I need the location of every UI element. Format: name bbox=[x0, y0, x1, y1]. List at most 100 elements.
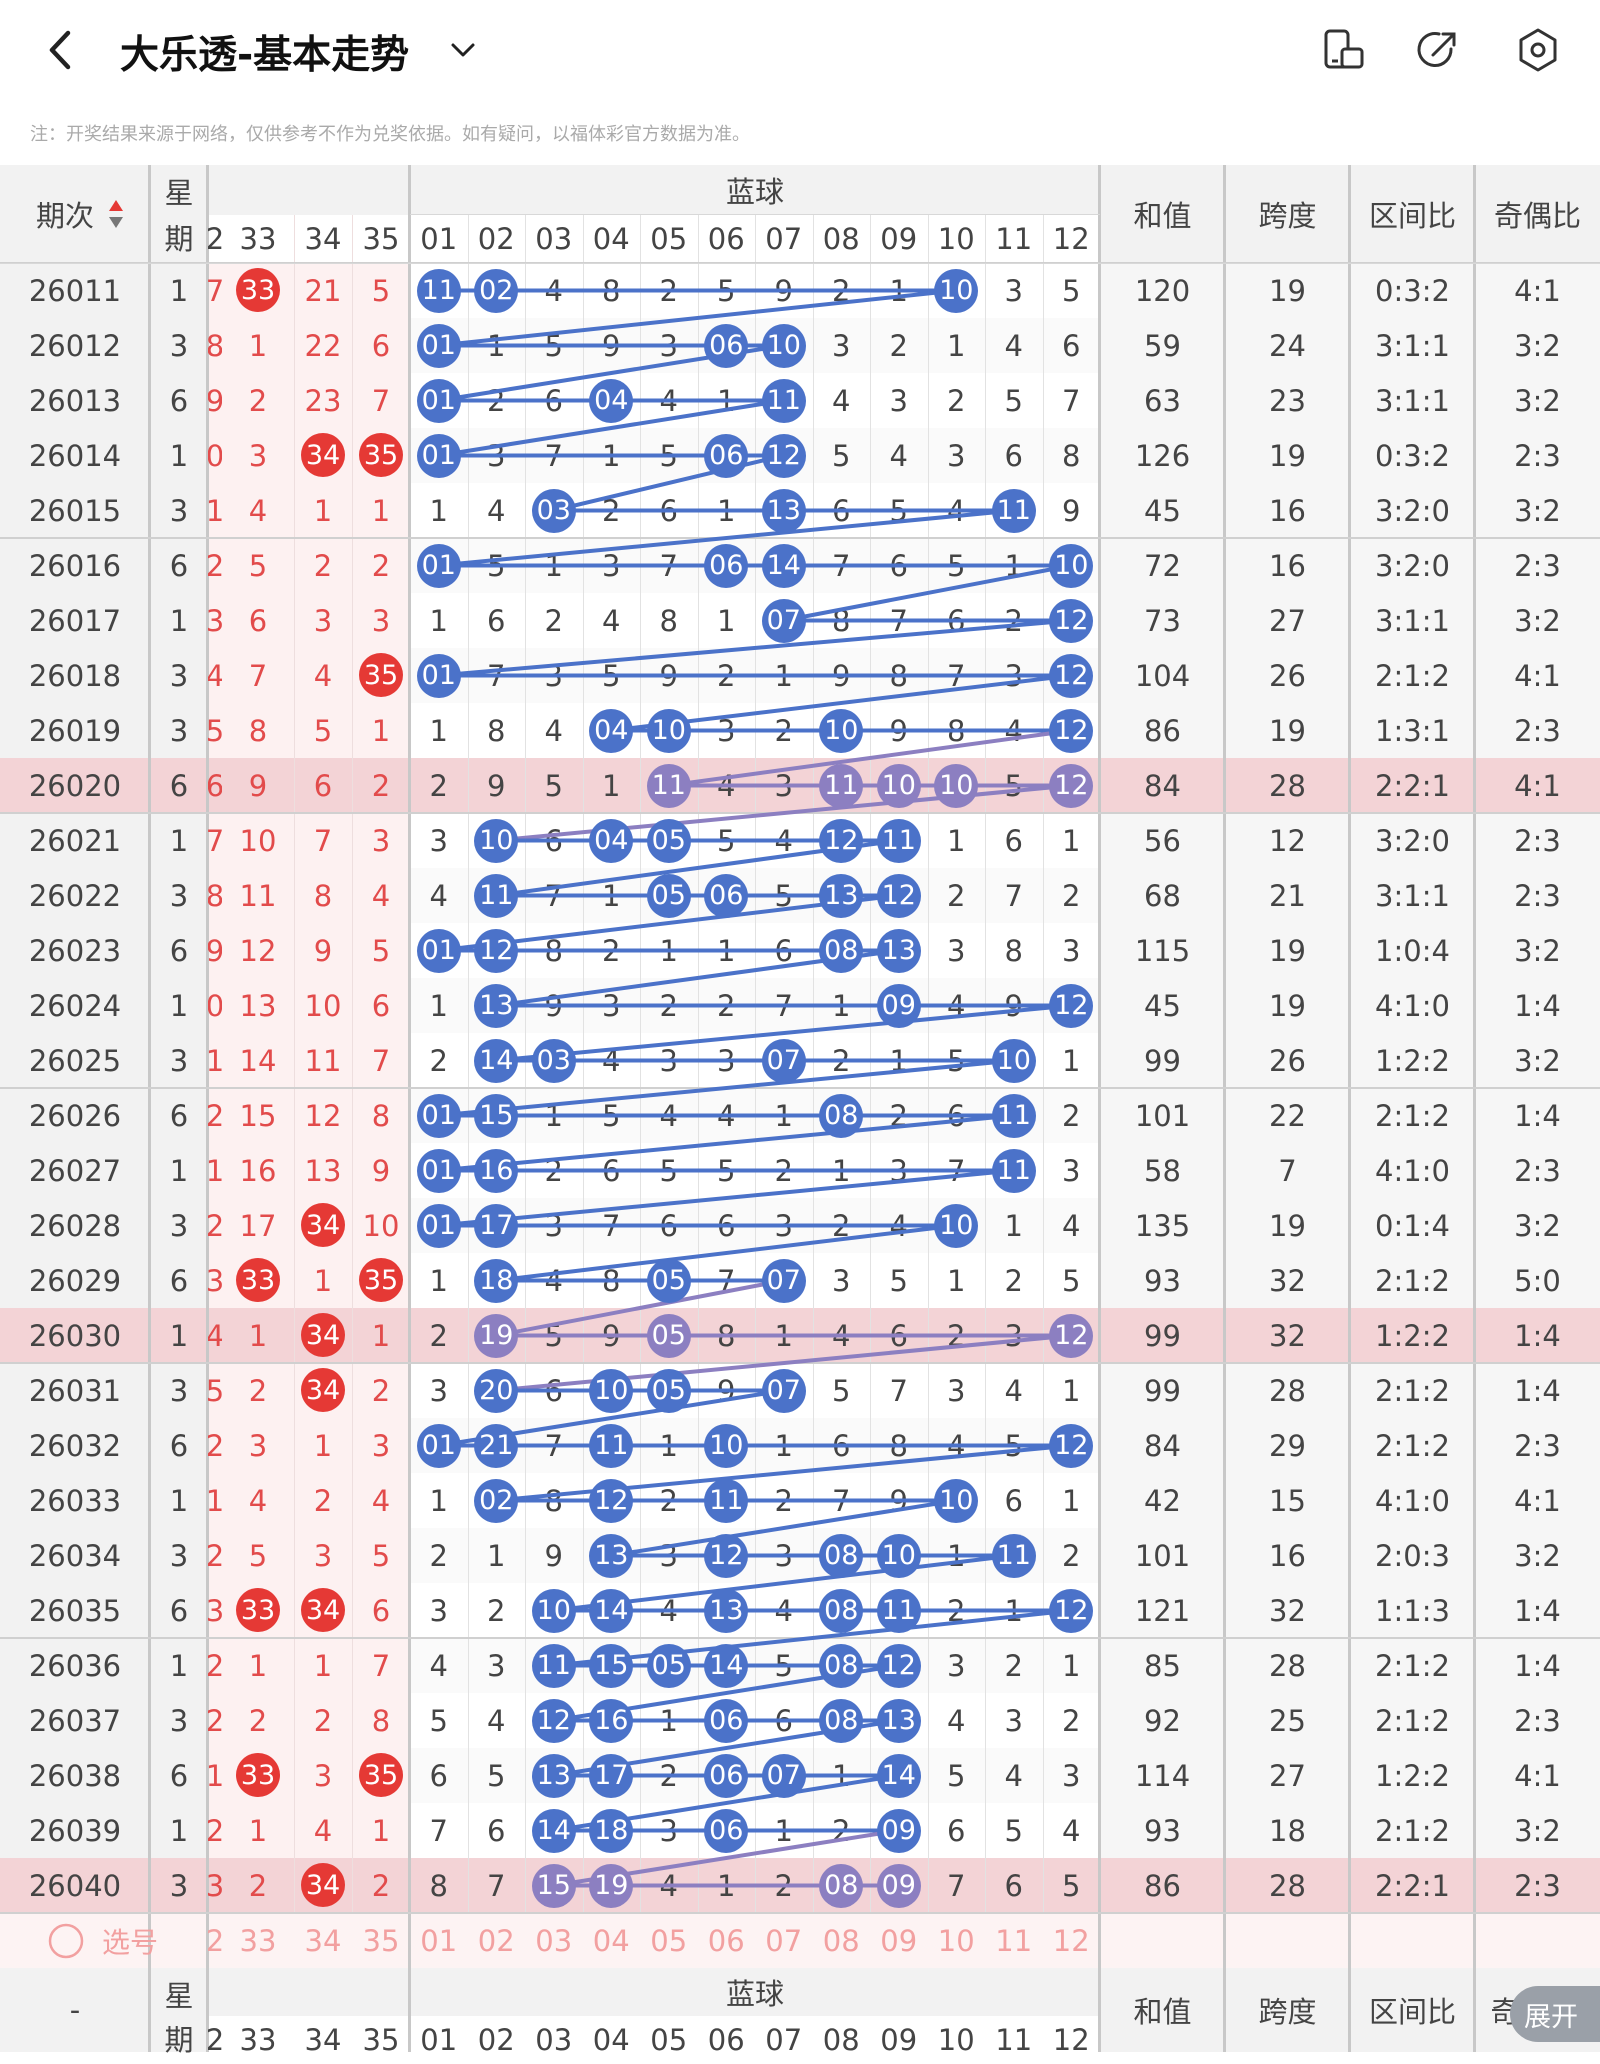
selector-blue-number[interactable]: 04 bbox=[592, 1923, 630, 1958]
selector-blue-number[interactable]: 08 bbox=[822, 1923, 860, 1958]
selector-blue-number[interactable]: 03 bbox=[535, 1923, 573, 1958]
selector-blue-number[interactable]: 09 bbox=[880, 1923, 918, 1958]
blue-miss-cell: 3 bbox=[429, 1373, 448, 1408]
blue-ball: 10 bbox=[876, 1533, 921, 1578]
zone-ratio-cell: 2:1:2 bbox=[1375, 658, 1450, 693]
zone-ratio-cell: 2:1:2 bbox=[1375, 1098, 1450, 1133]
blue-col-line bbox=[467, 215, 469, 1913]
odd-even-cell: 3:2 bbox=[1514, 1043, 1561, 1078]
blue-ball: 09 bbox=[876, 983, 921, 1028]
selector-red-partial[interactable]: 2 bbox=[208, 1923, 222, 1958]
selector-label[interactable]: 选号 bbox=[101, 1925, 158, 1959]
selector-blue-number[interactable]: 12 bbox=[1052, 1923, 1090, 1958]
selector-red-number[interactable]: 33 bbox=[239, 1923, 277, 1958]
row-left-bg bbox=[0, 1528, 208, 1583]
sum-cell: 73 bbox=[1144, 603, 1181, 638]
sum-cell: 45 bbox=[1144, 493, 1181, 528]
blue-miss-cell: 1 bbox=[1062, 1043, 1081, 1078]
blue-miss-cell: 3 bbox=[1004, 1703, 1023, 1738]
selector-red-number[interactable]: 34 bbox=[304, 1923, 342, 1958]
blue-ball: 05 bbox=[646, 1368, 691, 1413]
trend-line-segment bbox=[438, 1113, 1014, 1173]
red-miss-cell: 2 bbox=[371, 548, 391, 583]
blue-ball: 10 bbox=[934, 1203, 979, 1248]
blue-ball: 11 bbox=[991, 488, 1036, 533]
blue-ball: 10 bbox=[934, 763, 979, 808]
blue-ball: 12 bbox=[1049, 1588, 1094, 1633]
blue-ball: 20 bbox=[474, 1368, 519, 1413]
blue-miss-cell: 1 bbox=[429, 713, 448, 748]
trend-line-segment bbox=[496, 783, 1072, 843]
span-cell: 7 bbox=[1278, 1153, 1297, 1188]
settings-icon[interactable] bbox=[1508, 20, 1568, 80]
row-left-bg bbox=[0, 1583, 208, 1638]
chevron-down-icon[interactable] bbox=[433, 20, 493, 80]
selector-blue-number[interactable]: 02 bbox=[477, 1923, 515, 1958]
blue-group-header-bg bbox=[208, 165, 1100, 215]
blue-ball: 06 bbox=[704, 323, 749, 368]
blue-miss-cell: 8 bbox=[1062, 438, 1081, 473]
red-partial-cell: 1 bbox=[208, 1153, 222, 1188]
selector-blue-number[interactable]: 11 bbox=[995, 1923, 1033, 1958]
selector-blue-number[interactable]: 01 bbox=[420, 1923, 458, 1958]
blue-ball: 05 bbox=[646, 873, 691, 918]
sum-cell: 58 bbox=[1144, 1153, 1181, 1188]
blue-header-line bbox=[410, 214, 1100, 215]
blue-ball: 13 bbox=[761, 488, 806, 533]
selector-blue-number[interactable]: 06 bbox=[707, 1923, 745, 1958]
sum-cell: 99 bbox=[1144, 1318, 1181, 1353]
blue-ball: 12 bbox=[1049, 983, 1094, 1028]
red-miss-cell: 2 bbox=[371, 1373, 391, 1408]
blue-miss-cell: 2 bbox=[889, 328, 908, 363]
red-zone-bg bbox=[208, 1693, 410, 1748]
blue-miss-cell: 5 bbox=[1004, 383, 1023, 418]
red-miss-cell: 2 bbox=[313, 1703, 333, 1738]
share-icon[interactable] bbox=[1408, 20, 1468, 80]
red-miss-cell: 2 bbox=[313, 548, 333, 583]
row-left-bg bbox=[0, 978, 208, 1033]
blue-ball: 11 bbox=[876, 818, 921, 863]
blue-miss-cell: 3 bbox=[429, 823, 448, 858]
weekday-cell: 1 bbox=[169, 988, 189, 1023]
selector-blue-number[interactable]: 10 bbox=[937, 1923, 975, 1958]
red-miss-cell: 2 bbox=[371, 1868, 391, 1903]
selector-blue-number[interactable]: 05 bbox=[650, 1923, 688, 1958]
back-icon[interactable] bbox=[30, 20, 90, 80]
blue-miss-cell: 2 bbox=[487, 1593, 506, 1628]
blue-miss-cell: 4 bbox=[1004, 1373, 1023, 1408]
blue-miss-cell: 7 bbox=[889, 1373, 908, 1408]
weekday-cell: 1 bbox=[169, 1483, 189, 1518]
sort-icon[interactable] bbox=[108, 198, 124, 234]
red-zone-bg bbox=[208, 978, 410, 1033]
row-left-bg bbox=[0, 1253, 208, 1308]
selector-red-number[interactable]: 35 bbox=[362, 1923, 400, 1958]
blue-miss-cell: 3 bbox=[1004, 273, 1023, 308]
blue-ball: 01 bbox=[416, 323, 461, 368]
column-header-sum: 和值 bbox=[1133, 199, 1192, 233]
page-title[interactable]: 大乐透-基本走势 bbox=[120, 33, 410, 78]
period-cell: 26018 bbox=[28, 658, 122, 693]
expand-button[interactable]: 展开 bbox=[1510, 1986, 1600, 2042]
footer-blue-header: 01 bbox=[420, 2023, 458, 2057]
blue-ball: 06 bbox=[704, 1698, 749, 1743]
blue-miss-cell: 3 bbox=[947, 1373, 966, 1408]
zone-ratio-cell: 3:1:1 bbox=[1375, 603, 1450, 638]
red-miss-cell: 15 bbox=[239, 1098, 277, 1133]
blue-ball: 13 bbox=[474, 983, 519, 1028]
blue-col-line bbox=[927, 215, 929, 1913]
blue-ball: 11 bbox=[761, 378, 806, 423]
row-left-bg bbox=[0, 1418, 208, 1473]
select-circle-icon[interactable] bbox=[48, 1923, 84, 1963]
blue-ball: 01 bbox=[416, 1148, 461, 1193]
selector-blue-number[interactable]: 07 bbox=[765, 1923, 803, 1958]
trend-line-segment bbox=[783, 563, 1072, 623]
column-header-period[interactable]: 期次 bbox=[35, 199, 94, 233]
blue-miss-cell: 2 bbox=[1062, 1098, 1081, 1133]
period-cell: 26012 bbox=[28, 328, 122, 363]
blue-ball: 11 bbox=[474, 873, 519, 918]
odd-even-cell: 1:4 bbox=[1514, 1373, 1561, 1408]
row-left-bg bbox=[0, 813, 208, 868]
blue-ball: 15 bbox=[589, 1643, 634, 1688]
phone-rotate-icon[interactable] bbox=[1313, 20, 1373, 80]
red-miss-cell: 5 bbox=[371, 933, 391, 968]
